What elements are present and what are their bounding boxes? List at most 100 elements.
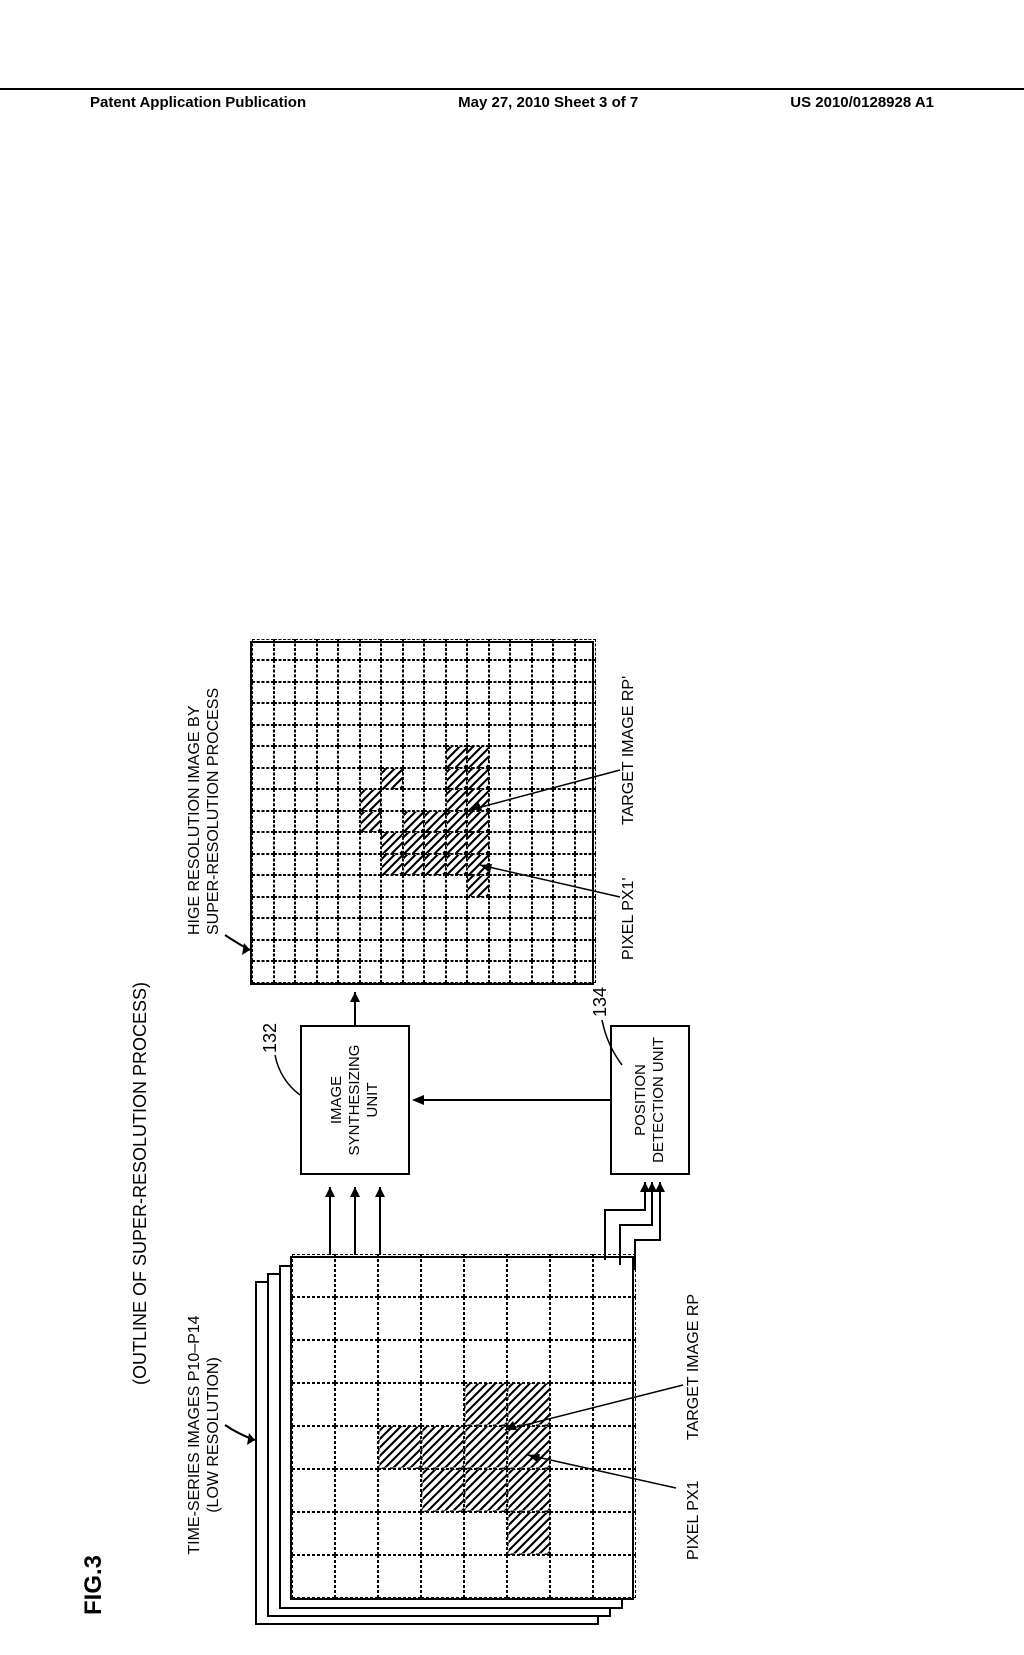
hires-cell xyxy=(424,790,446,812)
hires-cell xyxy=(575,940,597,962)
hires-cell xyxy=(338,682,360,704)
hires-cell xyxy=(381,704,403,726)
header-row: Patent Application Publication May 27, 2… xyxy=(0,94,1024,111)
hires-cell xyxy=(274,725,296,747)
hires-cell xyxy=(252,897,274,919)
hires-cell xyxy=(252,919,274,941)
hires-cell xyxy=(532,940,554,962)
hires-cell xyxy=(381,854,403,876)
hires-cell xyxy=(446,897,468,919)
hires-cell xyxy=(317,854,339,876)
hires-cell xyxy=(510,940,532,962)
arrow-pos-to-synth xyxy=(410,1090,615,1110)
arrow-stack-to-synth-2 xyxy=(345,1175,365,1255)
lowres-cell xyxy=(292,1469,335,1512)
hires-cell xyxy=(295,876,317,898)
hires-cell xyxy=(489,919,511,941)
hires-cell xyxy=(403,811,425,833)
hires-cell xyxy=(338,747,360,769)
hi-res-line2: SUPER-RESOLUTION PROCESS xyxy=(205,688,222,935)
hires-cell xyxy=(532,639,554,661)
hires-cell xyxy=(295,661,317,683)
hires-cell xyxy=(338,919,360,941)
hires-cell xyxy=(510,725,532,747)
header-center: May 27, 2010 Sheet 3 of 7 xyxy=(458,94,638,111)
hires-cell xyxy=(295,639,317,661)
hires-cell xyxy=(489,962,511,984)
hires-cell xyxy=(446,639,468,661)
lowres-cell xyxy=(335,1426,378,1469)
hires-cell xyxy=(295,940,317,962)
figure-label: FIG.3 xyxy=(80,1555,108,1615)
hires-cell xyxy=(295,854,317,876)
hires-cell xyxy=(295,919,317,941)
hires-cell xyxy=(424,811,446,833)
hires-cell xyxy=(338,811,360,833)
hires-cell xyxy=(575,661,597,683)
hires-cell xyxy=(467,639,489,661)
hires-cell xyxy=(381,811,403,833)
hires-cell xyxy=(532,919,554,941)
hires-cell xyxy=(553,639,575,661)
hires-cell xyxy=(295,811,317,833)
hires-cell xyxy=(274,876,296,898)
hires-cell xyxy=(510,639,532,661)
lowres-cell xyxy=(335,1469,378,1512)
lowres-cell xyxy=(421,1254,464,1297)
lowres-cell xyxy=(335,1512,378,1555)
hires-cell xyxy=(274,919,296,941)
lowres-cell xyxy=(421,1340,464,1383)
hires-cell xyxy=(317,725,339,747)
hires-cell xyxy=(360,725,382,747)
hires-cell xyxy=(467,962,489,984)
hires-cell xyxy=(446,919,468,941)
hires-cell xyxy=(295,962,317,984)
hires-cell xyxy=(252,790,274,812)
hires-cell xyxy=(252,661,274,683)
hires-cell xyxy=(338,639,360,661)
hires-cell xyxy=(252,833,274,855)
hires-cell xyxy=(403,897,425,919)
page-header: Patent Application Publication May 27, 2… xyxy=(0,88,1024,111)
hires-cell xyxy=(252,940,274,962)
hires-cell xyxy=(252,682,274,704)
hires-cell xyxy=(360,747,382,769)
hires-cell xyxy=(575,704,597,726)
header-right: US 2010/0128928 A1 xyxy=(790,94,934,111)
hires-cell xyxy=(553,919,575,941)
synth-label: IMAGE SYNTHESIZING UNIT xyxy=(328,1031,382,1169)
hires-cell xyxy=(317,704,339,726)
arrow-stack-to-pos-3 xyxy=(625,1170,675,1270)
figure-subtitle: (OUTLINE OF SUPER-RESOLUTION PROCESS) xyxy=(130,982,151,1385)
hires-cell xyxy=(274,854,296,876)
hires-cell xyxy=(575,725,597,747)
low-res-line1: TIME-SERIES IMAGES P10–P14 xyxy=(186,1315,203,1554)
hires-cell xyxy=(403,747,425,769)
hires-cell xyxy=(553,962,575,984)
lowres-cell xyxy=(378,1469,421,1512)
lowres-cell xyxy=(464,1426,507,1469)
hires-cell xyxy=(424,704,446,726)
hires-cell xyxy=(424,682,446,704)
hires-cell xyxy=(446,790,468,812)
hires-cell xyxy=(446,725,468,747)
hires-cell xyxy=(467,661,489,683)
lowres-cell xyxy=(292,1297,335,1340)
hires-cell xyxy=(295,833,317,855)
hi-res-line1: HIGE RESOLUTION IMAGE BY xyxy=(186,706,203,935)
hires-cell xyxy=(446,704,468,726)
hires-cell xyxy=(403,833,425,855)
hires-cell xyxy=(403,768,425,790)
lowres-cell xyxy=(292,1426,335,1469)
hires-cell xyxy=(446,682,468,704)
hires-cell xyxy=(295,704,317,726)
ref-134: 134 xyxy=(590,987,611,1017)
lowres-cell xyxy=(335,1297,378,1340)
hires-cell xyxy=(338,854,360,876)
hires-cell xyxy=(252,876,274,898)
hires-cell xyxy=(360,940,382,962)
hi-res-title: HIGE RESOLUTION IMAGE BY SUPER-RESOLUTIO… xyxy=(185,688,223,935)
header-left: Patent Application Publication xyxy=(90,94,306,111)
hires-cell xyxy=(317,747,339,769)
hires-cell xyxy=(424,919,446,941)
